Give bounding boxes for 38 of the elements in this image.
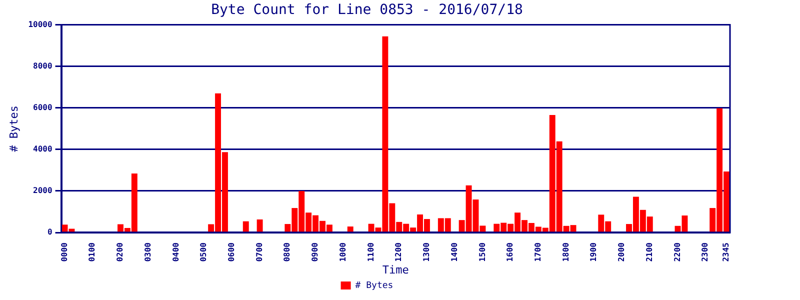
y-tick-label: 0 <box>47 228 52 237</box>
x-tick-label: 2345 <box>722 242 731 262</box>
y-tick-label: 10000 <box>28 20 52 29</box>
x-tick-label: 2300 <box>700 242 710 262</box>
x-axis-title: Time <box>382 263 409 276</box>
x-tick-label: 1100 <box>366 242 376 262</box>
x-tick-label: 1000 <box>338 242 348 262</box>
y-axis-title: # Bytes <box>7 105 20 152</box>
x-tick-label: 0900 <box>310 242 320 262</box>
x-tick-label: 0300 <box>143 242 152 262</box>
x-tick-label: 1900 <box>589 242 598 262</box>
x-tick-label: 0800 <box>282 242 292 262</box>
x-tick-label: 0700 <box>254 242 264 262</box>
bar <box>256 219 263 232</box>
x-tick-label: 0200 <box>116 242 125 262</box>
x-tick-label: 1400 <box>450 242 459 262</box>
x-tick-label: 0000 <box>60 242 69 262</box>
x-tick-label: 0600 <box>227 242 236 262</box>
x-tick-label: 1500 <box>478 242 487 262</box>
x-tick-label: 0500 <box>199 242 208 262</box>
x-tick-label: 0400 <box>171 242 180 262</box>
x-tick-label: 1700 <box>534 242 543 262</box>
x-tick-label: 1800 <box>561 242 570 262</box>
legend-label: # Bytes <box>355 280 394 291</box>
x-tick-label: 2200 <box>672 242 682 262</box>
x-tick-label: 0100 <box>88 242 97 262</box>
y-tick-label: 8000 <box>33 61 52 70</box>
x-tick-label: 2100 <box>644 242 654 262</box>
x-tick-label: 1200 <box>394 242 404 262</box>
x-tick-label: 2000 <box>617 242 626 262</box>
y-tick-label: 2000 <box>33 186 52 196</box>
x-tick-label: 1300 <box>422 242 432 262</box>
x-tick-label: 1600 <box>506 242 515 262</box>
y-tick-label: 4000 <box>33 144 52 154</box>
y-tick-label: 6000 <box>33 102 52 112</box>
bar <box>347 226 354 232</box>
chart-title: Byte Count for Line 0853 - 2016/07/18 <box>211 2 523 18</box>
bar <box>242 221 249 232</box>
